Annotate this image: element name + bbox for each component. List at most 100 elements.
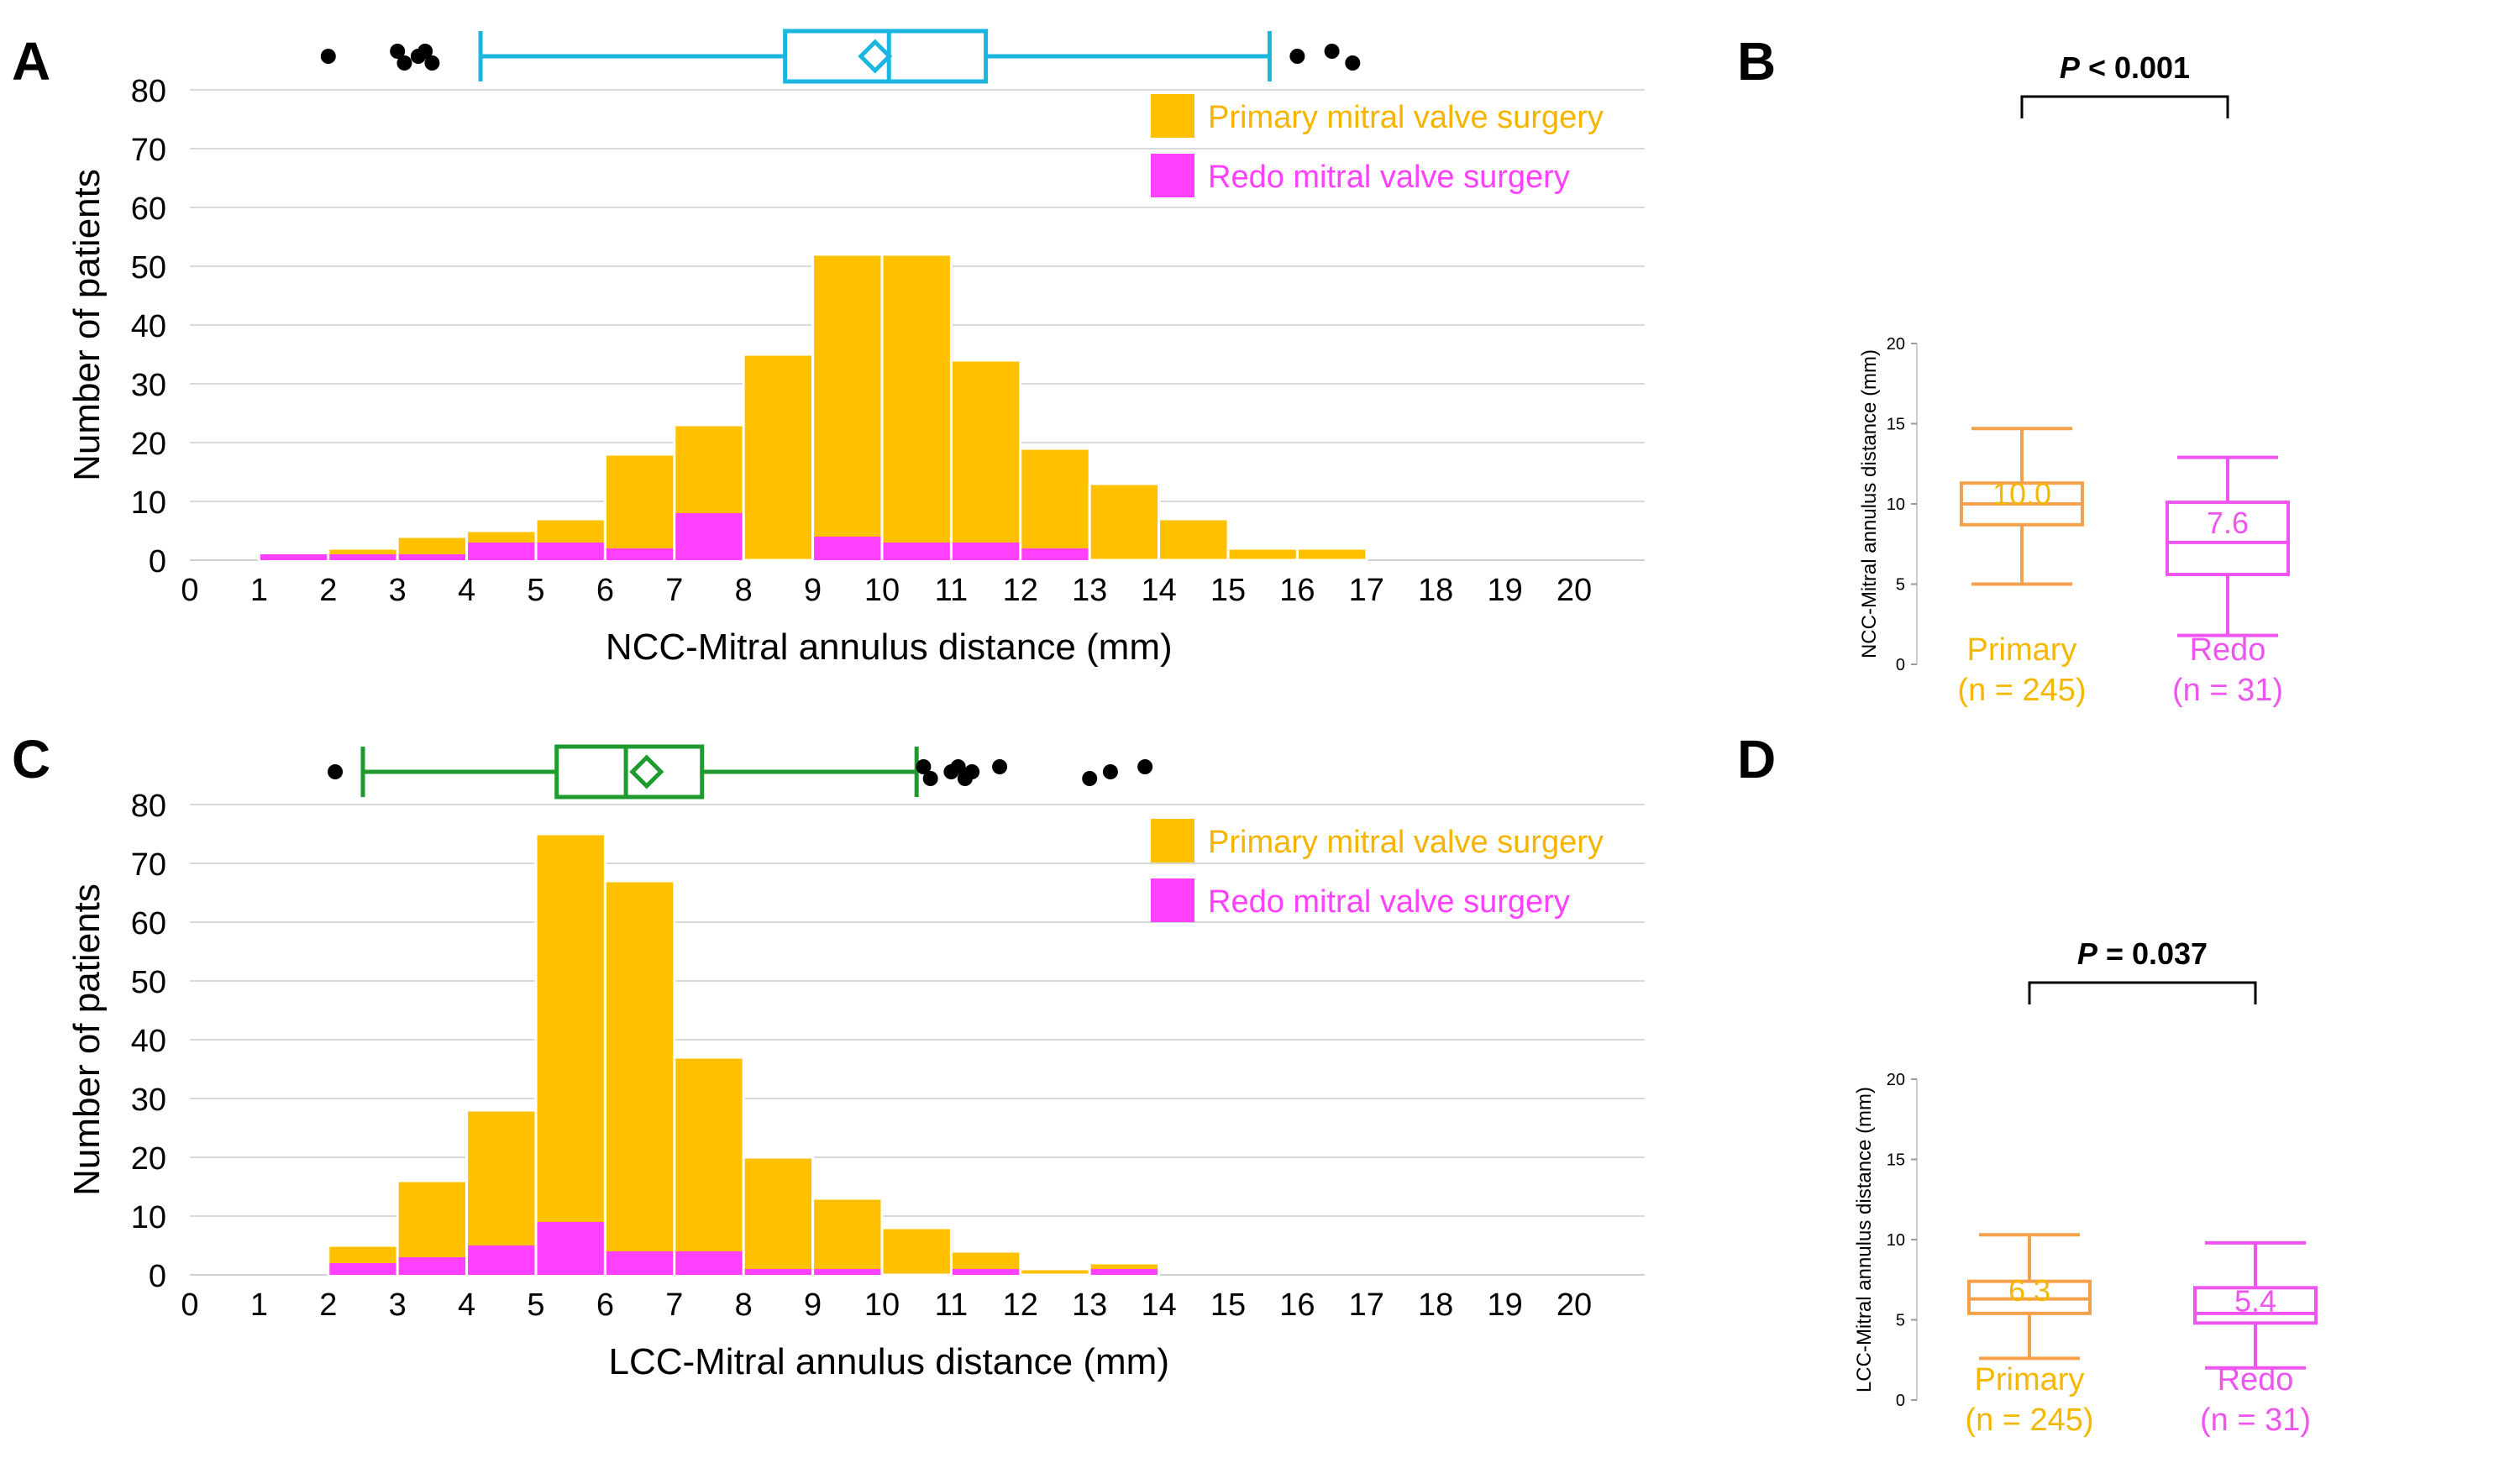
panel-d: D 0 5 10 15 20 LCC-Mitral annulus distance (mm…: [1737, 729, 2318, 1438]
x-tick-label: 5: [527, 573, 544, 608]
bar-redo: [1021, 548, 1089, 560]
x-tick-label: 1: [250, 1287, 268, 1323]
legend-label-redo: Redo mitral valve surgery: [1208, 884, 1570, 920]
y-axis-title: LCC-Mitral annulus distance (mm): [1853, 1087, 1876, 1392]
bar-redo: [468, 1245, 535, 1275]
bar-redo: [606, 1251, 674, 1275]
x-tick-label: 0: [181, 573, 198, 608]
y-tick-label: 0: [1896, 1392, 1905, 1410]
y-tick-label: 70: [131, 133, 166, 168]
y-tick-label: 50: [131, 250, 166, 286]
x-tick-label: 16: [1279, 573, 1315, 608]
box-outlier: [417, 44, 433, 59]
group-label: Redo: [2190, 632, 2266, 668]
y-axis-title: NCC-Mitral annulus distance (mm): [1858, 349, 1881, 658]
x-tick-label: 16: [1279, 1287, 1315, 1323]
x-tick-label: 13: [1072, 1287, 1107, 1323]
x-tick-label: 18: [1418, 1287, 1453, 1323]
y-tick-label: 60: [131, 906, 166, 941]
bar-primary: [1019, 447, 1091, 562]
y-tick-label: 30: [131, 368, 166, 403]
x-tick-label: 3: [389, 573, 407, 608]
group-n-label: (n = 245): [1957, 673, 2086, 708]
significance-bracket: [2028, 981, 2257, 1004]
legend-label-primary: Primary mitral valve surgery: [1208, 100, 1604, 135]
bar-redo: [952, 543, 1020, 560]
bar-primary: [880, 253, 953, 562]
x-tick-label: 15: [1210, 1287, 1246, 1323]
bar-redo: [329, 554, 396, 560]
x-tick-label: 2: [319, 573, 337, 608]
y-tick-label: 40: [131, 309, 166, 344]
box-outlier: [1082, 771, 1098, 786]
y-tick-label: 80: [131, 74, 166, 109]
x-tick-label: 3: [389, 1287, 407, 1323]
group-label: Redo: [2218, 1362, 2294, 1397]
legend-swatch-primary: [1151, 819, 1194, 863]
x-tick-label: 6: [596, 573, 614, 608]
bar-redo: [329, 1263, 396, 1275]
x-tick-label: 11: [935, 573, 968, 608]
box-outlier: [424, 55, 440, 71]
bar-redo: [952, 1269, 1020, 1275]
x-tick-label: 18: [1418, 573, 1453, 608]
p-value-label: P = 0.037: [2077, 936, 2208, 971]
y-tick-label: 5: [1896, 1312, 1905, 1330]
bar-primary: [949, 359, 1022, 562]
x-tick-label: 2: [319, 1287, 337, 1323]
p-value: = 0.037: [2097, 936, 2208, 971]
box-outlier: [390, 44, 406, 59]
x-tick-label: 19: [1487, 1287, 1522, 1323]
box-outlier: [1137, 759, 1153, 774]
x-tick-label: 10: [864, 1287, 900, 1323]
x-tick-label: 7: [665, 1287, 683, 1323]
y-tick-label: 70: [131, 847, 166, 883]
median-value-label: 5.4: [2234, 1284, 2276, 1319]
bar-redo: [675, 1251, 743, 1275]
box-iqr: [554, 744, 705, 800]
p-value: < 0.001: [2080, 50, 2190, 85]
y-tick-label: 60: [131, 191, 166, 227]
bar-redo: [1090, 1269, 1158, 1275]
legend-swatch-redo: [1151, 154, 1194, 197]
bar-redo: [814, 1269, 881, 1275]
box-outlier: [1102, 764, 1118, 779]
panel-letter: B: [1737, 31, 1776, 92]
box-outlier: [396, 55, 412, 71]
x-tick-label: 4: [458, 1287, 475, 1323]
x-tick-label: 12: [1003, 573, 1038, 608]
x-tick-label: 17: [1349, 1287, 1384, 1323]
y-axis-title: Number of patients: [66, 884, 108, 1196]
bar-primary: [742, 353, 815, 562]
x-tick-label: 13: [1072, 573, 1107, 608]
x-tick-label: 15: [1210, 573, 1246, 608]
y-tick-label: 10: [131, 485, 166, 521]
bar-primary: [880, 1226, 953, 1277]
y-tick-label: 0: [149, 544, 166, 579]
y-tick-label: 20: [131, 427, 166, 462]
x-tick-label: 12: [1003, 1287, 1038, 1323]
x-tick-label: 8: [735, 573, 753, 608]
x-tick-label: 6: [596, 1287, 614, 1323]
legend-label-primary: Primary mitral valve surgery: [1208, 825, 1604, 860]
bar-redo: [675, 513, 743, 560]
x-tick-label: 14: [1141, 1287, 1176, 1323]
group-n-label: (n = 31): [2200, 1403, 2311, 1438]
p-value-label: P < 0.001: [2060, 50, 2190, 85]
bar-primary: [1019, 1267, 1091, 1277]
bar-primary: [1226, 547, 1299, 562]
panel-letter: D: [1737, 729, 1776, 789]
box-outlier: [320, 49, 336, 64]
x-tick-label: 9: [804, 573, 822, 608]
x-tick-label: 17: [1349, 573, 1384, 608]
bar-primary: [534, 832, 606, 1277]
y-tick-label: 30: [131, 1083, 166, 1118]
bar-redo: [883, 543, 950, 560]
bar-primary: [603, 879, 676, 1277]
bar-primary: [811, 253, 884, 562]
box-mean-diamond: [858, 39, 893, 74]
y-axis-title: Number of patients: [66, 169, 108, 481]
bar-primary: [742, 1156, 815, 1277]
bar-primary: [811, 1197, 884, 1277]
bar-redo: [398, 554, 466, 560]
